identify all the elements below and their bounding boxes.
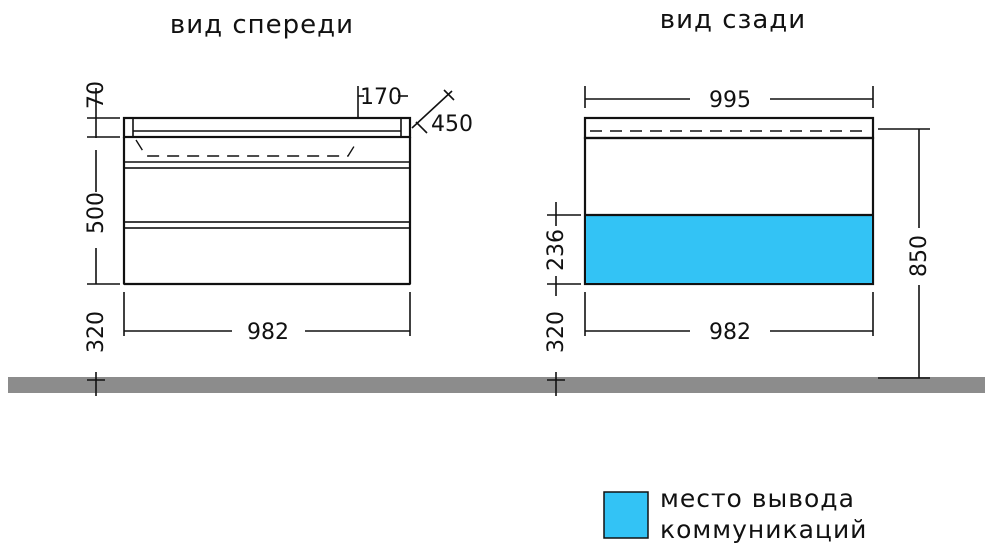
front-countertop-lip-left — [123, 117, 134, 138]
communication-outlet-zone — [586, 216, 872, 283]
front-countertop-lip-right — [400, 117, 411, 138]
front-dim-top-height: 70 — [84, 81, 109, 109]
back-dim-leg-height: 320 — [544, 311, 569, 353]
legend-swatch — [603, 491, 649, 539]
legend-line-2: коммуникаций — [660, 515, 867, 544]
front-dim-body-height: 500 — [84, 192, 109, 234]
front-drawer-lower — [123, 227, 411, 285]
legend: место вывода коммуникаций — [603, 484, 867, 544]
legend-line-1: место вывода — [660, 484, 855, 513]
front-countertop — [122, 116, 412, 139]
front-drawer-upper — [123, 167, 411, 223]
back-cabinet-body — [583, 136, 875, 286]
back-dim-comm-height: 236 — [544, 229, 569, 271]
front-dim-width: 982 — [247, 320, 289, 345]
front-basin-hidden-line — [135, 139, 359, 157]
back-dim-width: 982 — [709, 320, 751, 345]
back-view-title: вид сзади — [660, 5, 806, 35]
back-view: 995 236 320 982 850 — [544, 86, 932, 396]
front-dim-tap-depth: 450 — [431, 112, 473, 137]
front-dim-leg-height: 320 — [84, 311, 109, 353]
front-view-title: вид спереди — [170, 10, 354, 40]
back-dim-top-width: 995 — [709, 88, 751, 113]
front-view: 70 500 320 982 170 450 — [84, 81, 473, 396]
floor-line — [8, 377, 985, 393]
front-dim-tap-offset: 170 — [360, 85, 402, 110]
back-countertop — [583, 116, 875, 140]
back-dim-total-height: 850 — [907, 235, 932, 277]
